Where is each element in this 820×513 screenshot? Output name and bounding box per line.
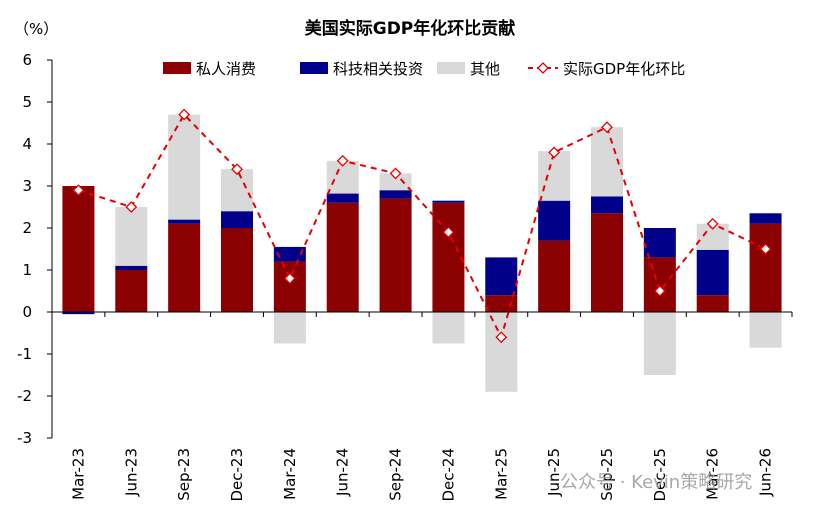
watermark: 公众号 · Kevin策略研究 xyxy=(560,472,752,493)
bar-tech-investment xyxy=(115,265,148,270)
gdp-point xyxy=(759,243,772,255)
x-tick-label: Mar-23 xyxy=(69,448,87,500)
bar-other xyxy=(538,151,571,201)
y-tick-label: 0 xyxy=(22,303,32,321)
bar-other xyxy=(379,173,412,191)
x-tick-label: Dec-24 xyxy=(439,448,457,502)
bar-tech-investment xyxy=(538,200,571,241)
gdp-point xyxy=(495,331,508,344)
y-tick-label: 6 xyxy=(22,51,32,69)
y-tick-label: -2 xyxy=(17,387,32,405)
y-tick-label: 1 xyxy=(22,261,32,279)
bar-tech-investment xyxy=(643,228,676,258)
y-tick-label: 3 xyxy=(22,177,32,195)
legend-swatch xyxy=(300,62,328,74)
gdp-point xyxy=(601,121,613,134)
bar-tech-investment xyxy=(221,211,253,228)
y-axis: -3 -2 -1 0 1 2 3 4 5 6 xyxy=(17,51,53,447)
bar-tech-investment xyxy=(326,193,359,203)
legend-label: 科技相关投资 xyxy=(333,60,423,78)
bar-consumption xyxy=(115,270,148,312)
bar-consumption xyxy=(379,198,412,312)
y-tick-label: 4 xyxy=(22,135,32,153)
bar-consumption xyxy=(326,202,359,312)
legend-swatch xyxy=(437,62,465,74)
bar-consumption xyxy=(538,240,571,312)
legend-label: 其他 xyxy=(470,60,500,78)
gdp-point xyxy=(336,154,349,167)
bar-consumption xyxy=(749,223,782,312)
x-tick-label: Sep-24 xyxy=(387,448,405,501)
bar-consumption xyxy=(591,213,623,312)
x-tick-label: Mar-26 xyxy=(704,448,722,500)
x-tick-label: Sep-23 xyxy=(175,448,193,501)
bar-consumption xyxy=(273,261,306,312)
y-tick-label: 2 xyxy=(22,219,32,237)
x-tick-label: Jun-26 xyxy=(757,448,775,497)
x-tick-label: Mar-25 xyxy=(492,448,510,500)
bar-consumption xyxy=(62,186,95,312)
gdp-point xyxy=(548,146,561,159)
bar-consumption xyxy=(221,228,253,312)
legend-marker xyxy=(537,62,549,74)
bar-other xyxy=(62,314,95,315)
gdp-line-path xyxy=(78,112,767,340)
chart-title: 美国实际GDP年化环比贡献 xyxy=(305,18,516,39)
gdp-line xyxy=(72,108,772,344)
x-tick-label: Dec-23 xyxy=(228,448,246,502)
bar-tech-investment xyxy=(749,213,782,224)
bar-other xyxy=(432,312,465,344)
bar-consumption xyxy=(485,295,518,312)
y-tick-label: -1 xyxy=(17,345,32,363)
gdp-point xyxy=(178,108,191,121)
x-tick-label: Jun-25 xyxy=(545,448,563,497)
bar-consumption xyxy=(432,202,465,312)
gdp-point xyxy=(442,226,455,239)
bar-other xyxy=(643,312,676,375)
bars xyxy=(62,114,782,392)
bar-tech-investment xyxy=(273,246,306,262)
gdp-point xyxy=(653,285,666,297)
x-tick-label: Dec-25 xyxy=(651,448,669,502)
x-tick-label: Jun-23 xyxy=(122,448,140,497)
gdp-point xyxy=(389,167,402,180)
bar-consumption xyxy=(696,295,729,312)
bar-consumption xyxy=(643,257,676,312)
bar-other xyxy=(273,312,306,344)
y-unit-label: （%） xyxy=(14,20,58,38)
bar-tech-investment xyxy=(168,219,201,224)
bar-other xyxy=(115,207,148,266)
bar-other xyxy=(221,169,253,212)
x-tick-label: Jun-24 xyxy=(334,448,352,497)
legend-swatch xyxy=(163,62,191,74)
bar-tech-investment xyxy=(62,312,95,315)
gdp-point xyxy=(125,201,138,213)
y-tick-label: -3 xyxy=(17,429,32,447)
bar-tech-investment xyxy=(696,249,729,296)
x-tick-label: Sep-25 xyxy=(598,448,616,501)
legend-label: 实际GDP年化环比 xyxy=(563,60,685,78)
gdp-point xyxy=(283,272,296,285)
x-axis: Mar-23 Jun-23 Sep-23 Dec-23 Mar-24 Jun-24 Sep-… xyxy=(51,311,793,502)
x-tick-label: Mar-24 xyxy=(281,448,299,500)
gdp-point xyxy=(231,163,243,176)
bar-other xyxy=(749,312,782,348)
legend: 私人消费 科技相关投资 其他 实际GDP年化环比 xyxy=(163,60,685,78)
gdp-point xyxy=(72,184,85,197)
bar-consumption xyxy=(168,223,201,312)
bar-tech-investment xyxy=(432,200,465,203)
bar-tech-investment xyxy=(379,190,412,199)
bar-other xyxy=(168,114,201,220)
bar-other xyxy=(485,312,518,392)
bar-tech-investment xyxy=(591,196,623,214)
legend-label: 私人消费 xyxy=(196,60,256,78)
gdp-point xyxy=(706,217,719,230)
y-tick-label: 5 xyxy=(22,93,32,111)
bar-tech-investment xyxy=(485,257,518,296)
